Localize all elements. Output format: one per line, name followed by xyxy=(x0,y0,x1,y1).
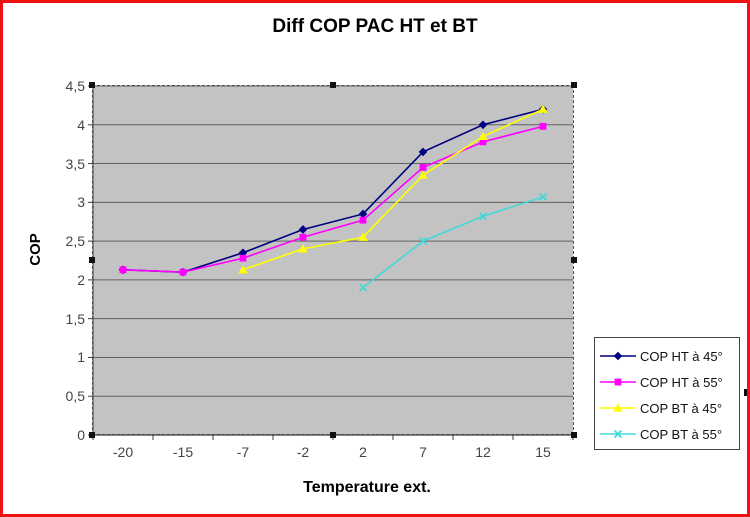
x-axis-title: Temperature ext. xyxy=(303,479,431,496)
marker-cop-ht-55[interactable] xyxy=(539,122,547,130)
plot-area[interactable] xyxy=(83,82,583,442)
selection-handle-right[interactable] xyxy=(744,389,747,396)
y-tick-label: 2 xyxy=(77,271,85,288)
x-tick-label: 15 xyxy=(535,444,551,460)
series-line-cop-ht-45[interactable] xyxy=(122,108,544,273)
marker-cop-bt-55[interactable] xyxy=(358,283,368,292)
x-tick-label: 2 xyxy=(359,444,367,460)
marker-cop-ht-55[interactable] xyxy=(479,138,487,146)
x-tick-label: 12 xyxy=(475,444,491,460)
series-line-cop-bt-55[interactable] xyxy=(362,196,544,289)
y-tick-label: 0 xyxy=(77,427,85,443)
legend-item-cop-bt-45[interactable]: COP BT à 45° xyxy=(595,395,739,421)
marker-cop-ht-45[interactable] xyxy=(358,209,368,219)
legend-marker-diamond-icon xyxy=(600,351,636,361)
plot-background[interactable] xyxy=(93,86,573,435)
marker-cop-ht-45[interactable] xyxy=(298,225,308,234)
series-line-cop-bt-45[interactable] xyxy=(242,108,544,271)
y-tick-label: 0,5 xyxy=(65,388,85,405)
x-tick-label: -15 xyxy=(172,444,194,460)
marker-cop-bt-45[interactable] xyxy=(478,131,488,141)
marker-cop-bt-55[interactable] xyxy=(418,236,428,246)
marker-cop-ht-55[interactable] xyxy=(419,164,427,171)
plot-resize-handle[interactable] xyxy=(330,82,336,88)
legend[interactable]: COP HT à 45° COP HT à 55° COP BT à 45° COP … xyxy=(594,337,740,450)
plot-resize-handle[interactable] xyxy=(571,82,577,88)
plot-resize-handle[interactable] xyxy=(330,432,336,438)
marker-cop-bt-45[interactable] xyxy=(238,265,248,274)
legend-item-cop-ht-45[interactable]: COP HT à 45° xyxy=(595,343,739,369)
marker-cop-bt-45[interactable] xyxy=(358,232,368,241)
y-tick-label: 1 xyxy=(77,349,85,366)
marker-cop-bt-45[interactable] xyxy=(418,170,428,179)
y-tick-label: 2,5 xyxy=(65,233,85,250)
marker-cop-ht-55[interactable] xyxy=(299,233,307,241)
legend-marker-square-icon xyxy=(600,378,636,386)
legend-item-label: COP HT à 45° xyxy=(640,348,723,364)
y-tick-label: 3,5 xyxy=(65,155,85,172)
marker-cop-ht-55[interactable] xyxy=(179,268,187,276)
x-tick-label: 7 xyxy=(419,444,427,460)
marker-cop-ht-55[interactable] xyxy=(359,216,367,224)
marker-cop-bt-55[interactable] xyxy=(478,212,488,221)
legend-item-cop-ht-55[interactable]: COP HT à 55° xyxy=(595,369,739,395)
marker-cop-bt-55[interactable] xyxy=(538,192,548,202)
plot-resize-handle[interactable] xyxy=(571,432,577,438)
y-tick-label: 4,5 xyxy=(65,78,85,94)
plot-resize-handle[interactable] xyxy=(89,257,95,263)
chart-title: Diff COP PAC HT et BT xyxy=(272,16,478,37)
plot-resize-handle[interactable] xyxy=(89,432,95,438)
y-tick-label: 3 xyxy=(77,194,85,211)
x-tick-label: -20 xyxy=(112,444,134,460)
plot-resize-handle[interactable] xyxy=(89,82,95,88)
plot-resize-handle[interactable] xyxy=(571,257,577,263)
series-line-cop-ht-55[interactable] xyxy=(122,125,544,273)
x-tick-label: -2 xyxy=(296,444,310,460)
legend-marker-triangle-icon xyxy=(600,403,636,412)
x-tick-label: -7 xyxy=(236,444,250,460)
legend-item-label: COP BT à 55° xyxy=(640,426,723,442)
y-axis-title: COP xyxy=(26,233,44,266)
marker-cop-ht-55[interactable] xyxy=(239,254,247,262)
marker-cop-ht-55[interactable] xyxy=(119,266,127,274)
y-tick-label: 4 xyxy=(77,116,85,133)
legend-item-cop-bt-55[interactable]: COP BT à 55° xyxy=(595,421,739,447)
legend-marker-x-icon xyxy=(600,429,636,439)
marker-cop-bt-45[interactable] xyxy=(538,104,548,113)
legend-item-label: COP HT à 55° xyxy=(640,374,723,390)
y-tick-label: 1,5 xyxy=(65,310,85,327)
marker-cop-bt-45[interactable] xyxy=(298,244,308,253)
legend-item-label: COP BT à 45° xyxy=(640,400,723,416)
